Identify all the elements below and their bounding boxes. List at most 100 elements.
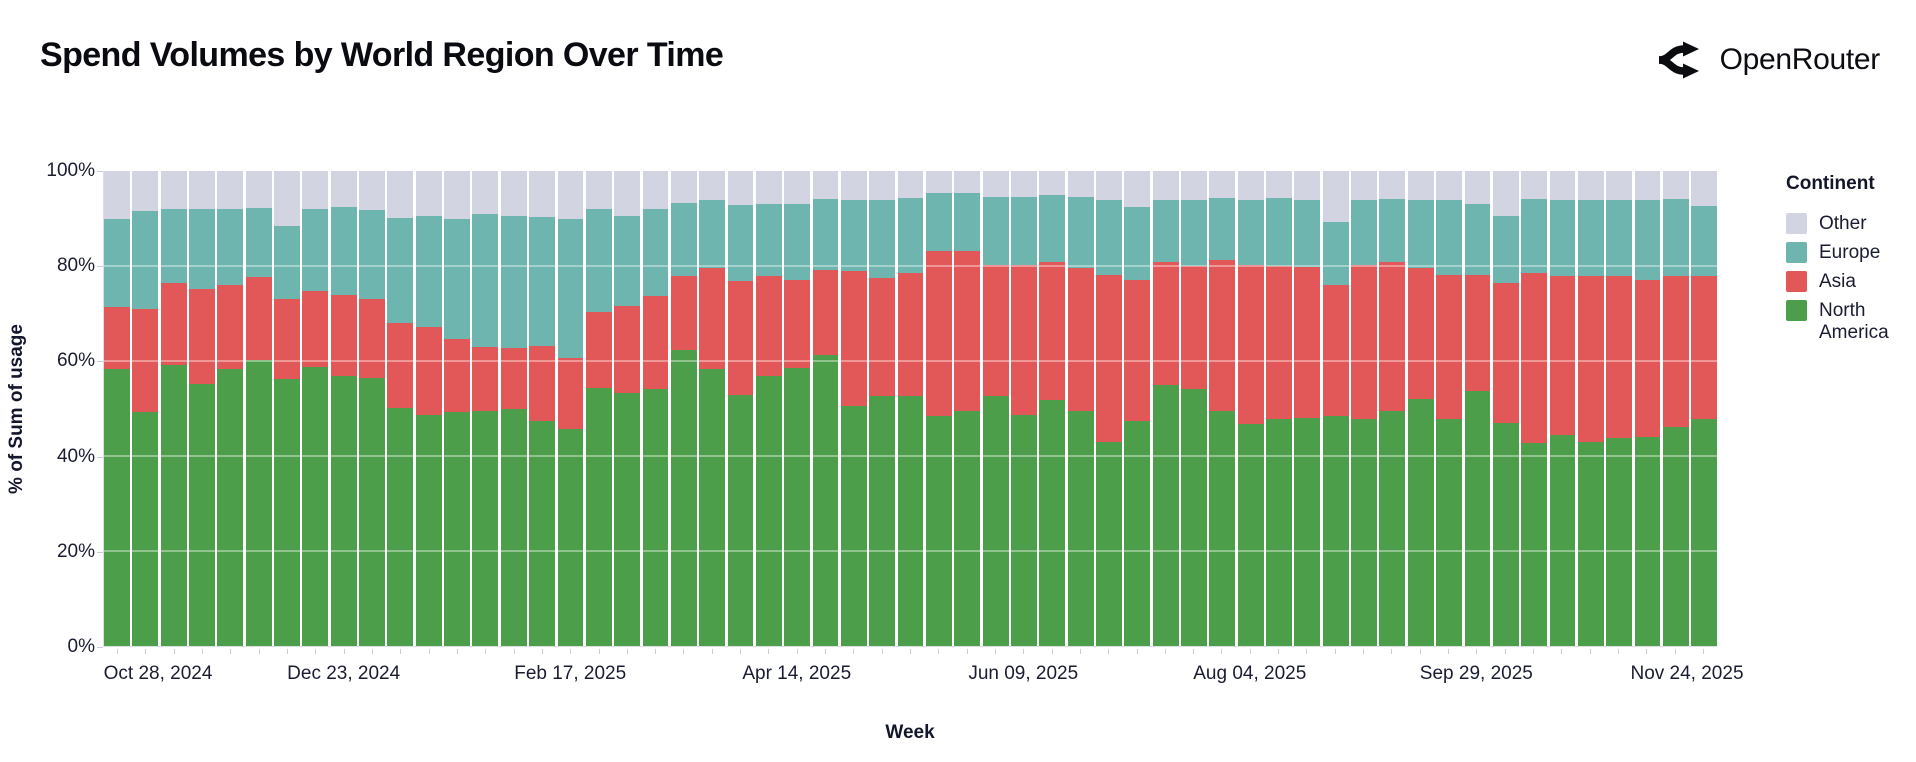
segment-asia[interactable] — [472, 347, 499, 411]
segment-asia[interactable] — [1181, 265, 1207, 389]
segment-other[interactable] — [897, 171, 924, 199]
segment-other[interactable] — [954, 171, 981, 193]
segment-north-america[interactable] — [755, 376, 782, 646]
segment-north-america[interactable] — [1492, 422, 1519, 646]
segment-asia[interactable] — [670, 275, 697, 350]
segment-europe[interactable] — [274, 226, 300, 300]
week-bar[interactable] — [104, 171, 130, 646]
segment-other[interactable] — [104, 171, 130, 220]
week-bar[interactable] — [812, 171, 839, 646]
segment-north-america[interactable] — [784, 368, 811, 646]
segment-north-america[interactable] — [1634, 436, 1661, 646]
week-bar[interactable] — [1577, 171, 1604, 646]
segment-other[interactable] — [982, 171, 1009, 197]
segment-europe[interactable] — [472, 214, 499, 348]
segment-europe[interactable] — [104, 219, 130, 308]
segment-other[interactable] — [500, 171, 527, 217]
segment-north-america[interactable] — [1606, 437, 1633, 646]
week-bar[interactable] — [330, 171, 357, 646]
week-bar[interactable] — [415, 171, 442, 646]
segment-asia[interactable] — [840, 270, 867, 407]
segment-north-america[interactable] — [1521, 442, 1548, 646]
segment-europe[interactable] — [1209, 197, 1236, 260]
segment-asia[interactable] — [1464, 275, 1491, 392]
segment-europe[interactable] — [245, 208, 272, 278]
segment-north-america[interactable] — [1039, 400, 1066, 646]
segment-north-america[interactable] — [1209, 411, 1236, 646]
segment-asia[interactable] — [444, 339, 470, 413]
segment-asia[interactable] — [1492, 282, 1519, 423]
segment-north-america[interactable] — [245, 359, 272, 646]
week-bar[interactable] — [869, 171, 896, 646]
week-bar[interactable] — [1124, 171, 1151, 646]
segment-asia[interactable] — [1662, 275, 1689, 427]
week-bar[interactable] — [925, 171, 952, 646]
week-bar[interactable] — [585, 171, 612, 646]
segment-north-america[interactable] — [1011, 414, 1037, 646]
week-bar[interactable] — [160, 171, 187, 646]
week-bar[interactable] — [954, 171, 981, 646]
segment-other[interactable] — [1407, 171, 1434, 200]
segment-north-america[interactable] — [897, 396, 924, 646]
segment-europe[interactable] — [160, 209, 187, 284]
segment-europe[interactable] — [557, 218, 584, 359]
legend-item-other[interactable]: Other — [1786, 213, 1912, 235]
segment-north-america[interactable] — [132, 412, 159, 646]
segment-europe[interactable] — [1492, 216, 1519, 283]
segment-other[interactable] — [557, 171, 584, 219]
segment-other[interactable] — [1662, 171, 1689, 200]
segment-north-america[interactable] — [1577, 442, 1604, 646]
segment-asia[interactable] — [1322, 284, 1349, 416]
segment-other[interactable] — [1181, 171, 1207, 200]
segment-north-america[interactable] — [529, 421, 555, 646]
segment-other[interactable] — [359, 171, 385, 210]
segment-europe[interactable] — [444, 218, 470, 340]
week-bar[interactable] — [1492, 171, 1519, 646]
week-bar[interactable] — [387, 171, 414, 646]
week-bar[interactable] — [189, 171, 215, 646]
segment-europe[interactable] — [1549, 199, 1576, 277]
segment-asia[interactable] — [500, 348, 527, 410]
segment-north-america[interactable] — [302, 367, 329, 646]
week-bar[interactable] — [132, 171, 159, 646]
segment-asia[interactable] — [642, 295, 669, 390]
week-bar[interactable] — [755, 171, 782, 646]
segment-europe[interactable] — [727, 204, 754, 281]
segment-north-america[interactable] — [840, 406, 867, 646]
segment-asia[interactable] — [1152, 261, 1179, 385]
segment-europe[interactable] — [1294, 199, 1321, 268]
segment-europe[interactable] — [755, 203, 782, 277]
week-bar[interactable] — [1294, 171, 1321, 646]
segment-north-america[interactable] — [982, 396, 1009, 646]
week-bar[interactable] — [1662, 171, 1689, 646]
week-bar[interactable] — [840, 171, 867, 646]
segment-north-america[interactable] — [387, 408, 414, 646]
segment-north-america[interactable] — [217, 369, 244, 646]
segment-asia[interactable] — [925, 250, 952, 417]
segment-other[interactable] — [1322, 171, 1349, 222]
segment-north-america[interactable] — [1266, 419, 1292, 646]
week-bar[interactable] — [302, 171, 329, 646]
segment-other[interactable] — [1606, 171, 1633, 201]
segment-north-america[interactable] — [415, 414, 442, 646]
segment-europe[interactable] — [1521, 199, 1548, 273]
segment-europe[interactable] — [1152, 200, 1179, 262]
legend-item-asia[interactable]: Asia — [1786, 271, 1912, 293]
segment-asia[interactable] — [330, 295, 357, 377]
segment-europe[interactable] — [1181, 199, 1207, 266]
segment-other[interactable] — [1492, 171, 1519, 217]
segment-other[interactable] — [1577, 171, 1604, 200]
segment-north-america[interactable] — [1407, 398, 1434, 646]
segment-north-america[interactable] — [925, 416, 952, 646]
segment-other[interactable] — [1379, 171, 1406, 200]
legend-item-europe[interactable]: Europe — [1786, 242, 1912, 264]
segment-north-america[interactable] — [1294, 417, 1321, 646]
segment-asia[interactable] — [1436, 275, 1462, 420]
week-bar[interactable] — [982, 171, 1009, 646]
segment-asia[interactable] — [982, 265, 1009, 397]
segment-asia[interactable] — [245, 277, 272, 360]
segment-asia[interactable] — [614, 305, 641, 393]
week-bar[interactable] — [1067, 171, 1094, 646]
segment-other[interactable] — [840, 171, 867, 200]
week-bar[interactable] — [472, 171, 499, 646]
